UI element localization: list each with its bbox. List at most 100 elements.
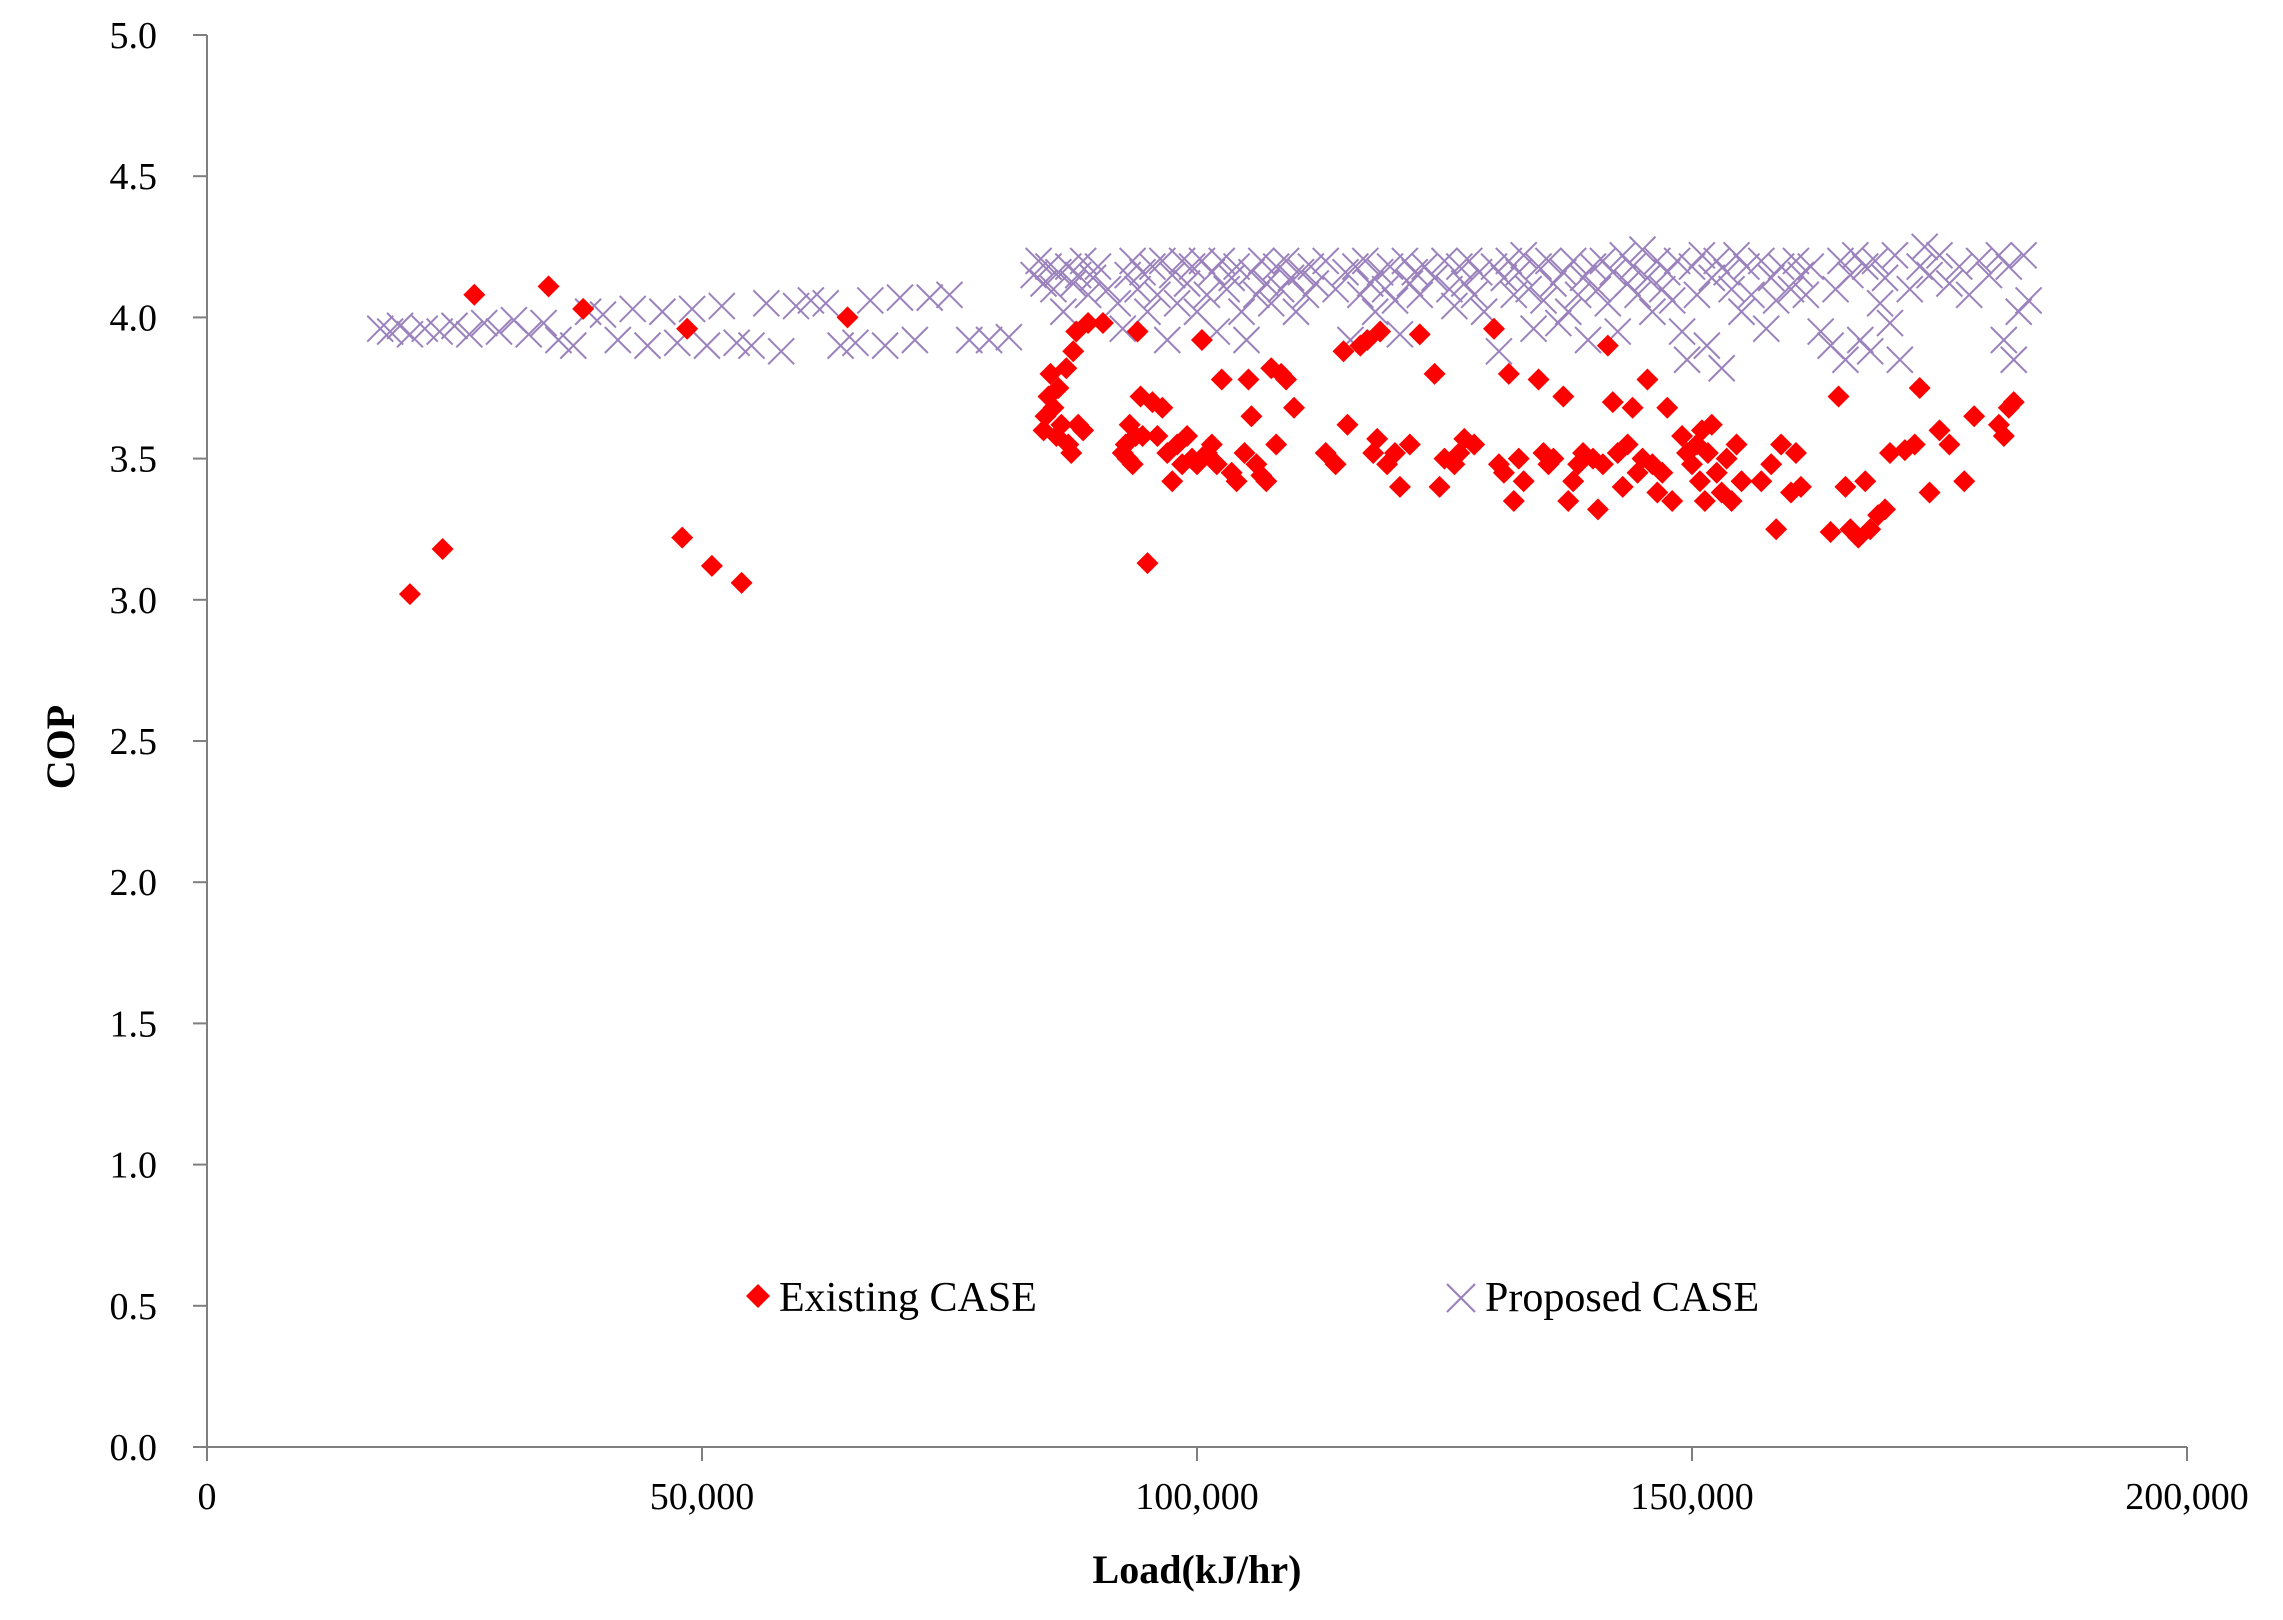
proposed-case-point [1302,269,1330,298]
existing-case-point [1656,396,1679,419]
existing-case-point [1336,413,1359,436]
existing-case-point [1562,470,1585,493]
proposed-case-point [1341,252,1370,281]
existing-case-point [1369,320,1392,343]
existing-case-point [1507,447,1530,470]
proposed-case-point [1361,298,1389,326]
proposed-case-point [1024,247,1053,275]
proposed-case-point [1514,275,1543,303]
proposed-case-point [1554,298,1582,326]
proposed-case-point [1163,289,1191,317]
existing-case-point [1072,419,1095,442]
y-tick-label: 1.5 [110,1003,158,1045]
existing-case-point [1705,461,1728,484]
proposed-case-point [633,331,662,360]
existing-case-point [1408,323,1431,346]
proposed-case-point [935,281,964,309]
proposed-case-point [604,326,632,354]
proposed-case-point [1871,264,1899,292]
existing-case-point [1136,552,1159,575]
existing-case-point [1200,433,1223,456]
proposed-case-point [1752,314,1780,343]
proposed-case-point [782,292,810,320]
proposed-case-point [1915,261,1944,289]
proposed-case-point [1995,252,2023,281]
proposed-case-point [1381,286,1409,315]
existing-case-point [1601,391,1624,414]
proposed-case-point [995,323,1023,351]
proposed-case-point [1945,252,1974,281]
existing-case-point [1366,427,1389,450]
existing-case-point [1963,405,1986,428]
existing-case-point [1428,475,1451,498]
existing-case-point [1077,312,1100,335]
existing-case-point [1681,453,1703,476]
existing-case-point [1928,419,1951,442]
proposed-case-point [1059,269,1087,298]
proposed-case-point [470,309,498,337]
existing-case-point [1283,396,1306,419]
x-tick-label: 0 [198,1476,217,1518]
proposed-case-point [1212,275,1241,303]
existing-case-point [1616,433,1639,456]
proposed-case-point [1965,247,1993,275]
existing-case-point [1854,470,1877,493]
proposed-case-point [767,337,795,365]
existing-case-point [1671,425,1694,448]
proposed-case-point [1683,281,1711,309]
proposed-case-point [1376,252,1404,281]
existing-case-point [1557,489,1580,512]
proposed-case-point [1712,258,1741,286]
y-axis-title: COP [38,705,83,789]
proposed-case-point [1173,269,1201,298]
proposed-case-point [440,312,469,340]
legend-item-proposed[interactable]: Proposed CASE [1446,1275,1759,1321]
existing-case-point [1700,413,1723,436]
proposed-case-point [1084,252,1112,281]
existing-case-point [1062,340,1085,363]
proposed-case-point [1866,289,1894,317]
existing-case-point [1693,489,1716,512]
proposed-case-point [1143,281,1172,309]
existing-case-point [676,317,699,340]
proposed-case-point [1693,331,1721,360]
proposed-case-point [841,329,870,357]
y-tick-label: 4.5 [110,156,158,198]
proposed-case-point [1401,258,1429,286]
proposed-case-point [1158,261,1186,289]
proposed-case-point [1227,298,1256,326]
existing-case-point [1483,317,1505,340]
proposed-case-point [1168,247,1196,275]
proposed-case-point [1509,241,1538,269]
proposed-case-point [648,298,677,326]
existing-case-point [1730,470,1753,493]
existing-case-point [1908,377,1931,399]
proposed-case-point [1430,247,1459,275]
proposed-case-point [1247,247,1276,275]
proposed-case-point [1579,252,1607,281]
proposed-case-point [1272,247,1300,275]
proposed-case-point [1252,269,1281,298]
existing-case-point [1903,433,1926,456]
existing-case-point [1938,433,1961,456]
proposed-case-point [1851,252,1879,281]
existing-case-point [1542,447,1565,470]
legend-item-existing[interactable]: Existing CASE [746,1275,1037,1321]
existing-case-point [1233,441,1256,464]
existing-case-point [1047,377,1070,399]
existing-case-point [836,306,859,329]
proposed-case-point [1386,320,1414,349]
proposed-case-point [1039,275,1068,303]
proposed-case-point [1975,261,2003,289]
existing-case-point [1388,475,1411,498]
existing-case-point [1874,498,1897,521]
existing-case-point [1126,320,1149,343]
proposed-case-point [2009,241,2038,269]
y-tick-label: 3.0 [110,580,158,622]
existing-case-point [1770,433,1793,456]
proposed-case-point [1831,346,1860,374]
existing-case-point [1867,504,1890,527]
x-tick-label: 50,000 [650,1476,755,1518]
proposed-case-point [812,289,840,317]
existing-case-point [398,583,421,606]
